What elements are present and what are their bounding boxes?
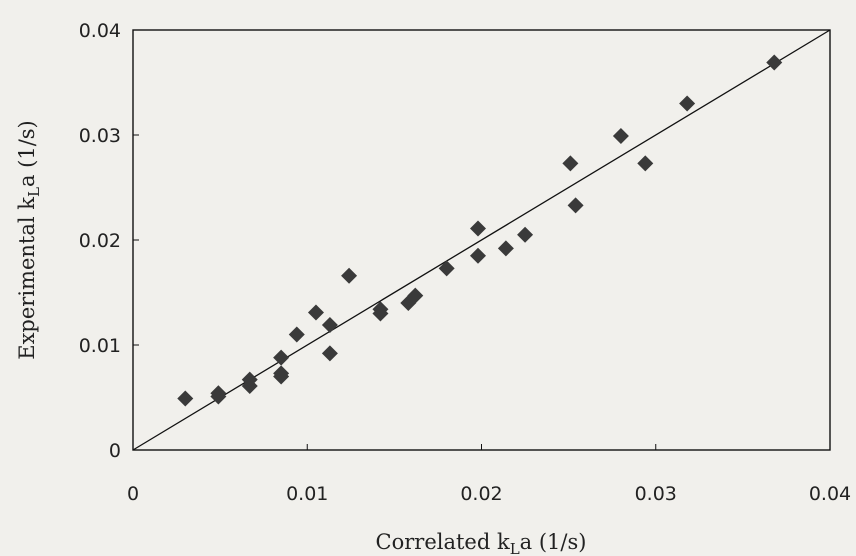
- data-point: [637, 155, 654, 172]
- y-axis-title: Experimental kLa (1/s): [15, 120, 43, 360]
- data-point: [517, 226, 534, 243]
- y-tick-label: 0.02: [79, 230, 121, 252]
- data-point: [307, 304, 324, 321]
- data-point: [210, 385, 227, 402]
- x-tick-label: 0.01: [286, 483, 328, 505]
- data-point: [273, 349, 290, 366]
- x-tick-label: 0.03: [635, 483, 677, 505]
- x-axis-title: Correlated kLa (1/s): [376, 530, 587, 556]
- y-tick-label: 0: [109, 440, 121, 462]
- y-tick-label: 0.01: [79, 335, 121, 357]
- data-point: [470, 220, 487, 237]
- data-point: [321, 317, 338, 334]
- x-tick-label: 0.02: [460, 483, 502, 505]
- data-points: [177, 54, 783, 407]
- y-tick-label: 0.04: [79, 20, 121, 42]
- data-point: [766, 54, 783, 71]
- data-point: [438, 260, 455, 277]
- x-tick-label: 0: [127, 483, 139, 505]
- reference-line-y-equals-x: [132, 29, 831, 451]
- axis-ticks: 0 0.01 0.02 0.03 0.04 0 0.01 0.02 0.03 0.04: [79, 20, 851, 505]
- y-tick-label: 0.03: [79, 125, 121, 147]
- x-tick-label: 0.04: [809, 483, 851, 505]
- data-point: [321, 345, 338, 362]
- data-point: [612, 128, 629, 145]
- data-point: [562, 155, 579, 172]
- data-point: [241, 371, 258, 388]
- data-point: [288, 326, 305, 343]
- data-point: [497, 240, 514, 257]
- data-point: [407, 287, 424, 304]
- data-point: [341, 267, 358, 284]
- data-point: [177, 390, 194, 407]
- data-point: [567, 197, 584, 214]
- data-point: [273, 365, 290, 382]
- data-point: [372, 301, 389, 318]
- data-point: [679, 95, 696, 112]
- data-point: [470, 247, 487, 264]
